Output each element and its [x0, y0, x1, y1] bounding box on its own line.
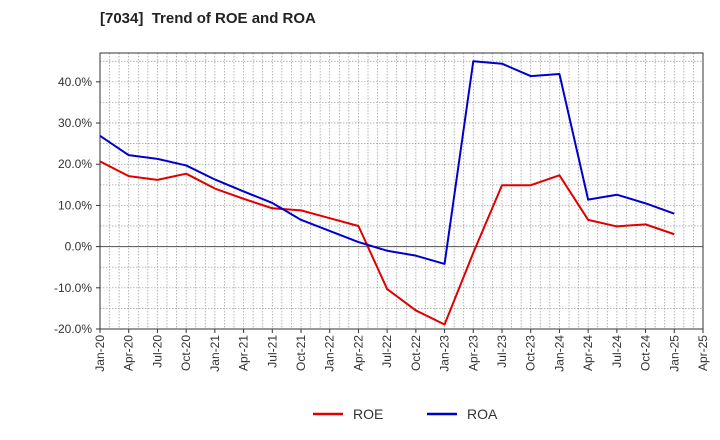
x-tick-label: Oct-20: [179, 335, 193, 371]
series-line-roe: [99, 160, 675, 326]
y-tick-label: 0.0%: [65, 240, 93, 254]
legend-label-roe: ROE: [353, 406, 383, 422]
x-tick-label: Jan-23: [438, 335, 452, 372]
x-tick-label: Apr-24: [581, 335, 595, 371]
y-tick-label: -20.0%: [54, 322, 92, 336]
y-tick-label: 20.0%: [58, 157, 92, 171]
plot-border: [99, 52, 704, 330]
x-tick-label: Jul-20: [150, 335, 164, 368]
series-line-roa: [99, 60, 675, 265]
x-tick-label: Apr-23: [466, 335, 480, 371]
x-tick-label: Jan-22: [323, 335, 337, 372]
x-tick-label: Oct-23: [524, 335, 538, 371]
y-tick-label: 40.0%: [58, 75, 92, 89]
x-tick-label: Oct-22: [409, 335, 423, 371]
plot-area: [100, 53, 703, 329]
x-tick-label: Jan-20: [93, 335, 107, 372]
x-tick-label: Apr-21: [237, 335, 251, 371]
y-tick-label: -10.0%: [54, 281, 92, 295]
x-tick-label: Jan-24: [552, 335, 566, 372]
x-tick-label: Jan-21: [208, 335, 222, 372]
chart-title: [7034] Trend of ROE and ROA: [100, 10, 316, 27]
y-tick-label: 30.0%: [58, 116, 92, 130]
x-tick-label: Jul-22: [380, 335, 394, 368]
legend-label-roa: ROA: [467, 406, 498, 422]
x-tick-label: Apr-25: [696, 335, 710, 371]
x-tick-label: Jan-25: [667, 335, 681, 372]
x-tick-label: Oct-21: [294, 335, 308, 371]
y-tick-label: 10.0%: [58, 198, 92, 212]
x-tick-label: Jul-21: [265, 335, 279, 368]
x-tick-label: Oct-24: [639, 335, 653, 371]
x-tick-label: Apr-22: [351, 335, 365, 371]
x-tick-label: Jul-24: [610, 335, 624, 368]
x-tick-label: Jul-23: [495, 335, 509, 368]
x-tick-label: Apr-20: [122, 335, 136, 371]
